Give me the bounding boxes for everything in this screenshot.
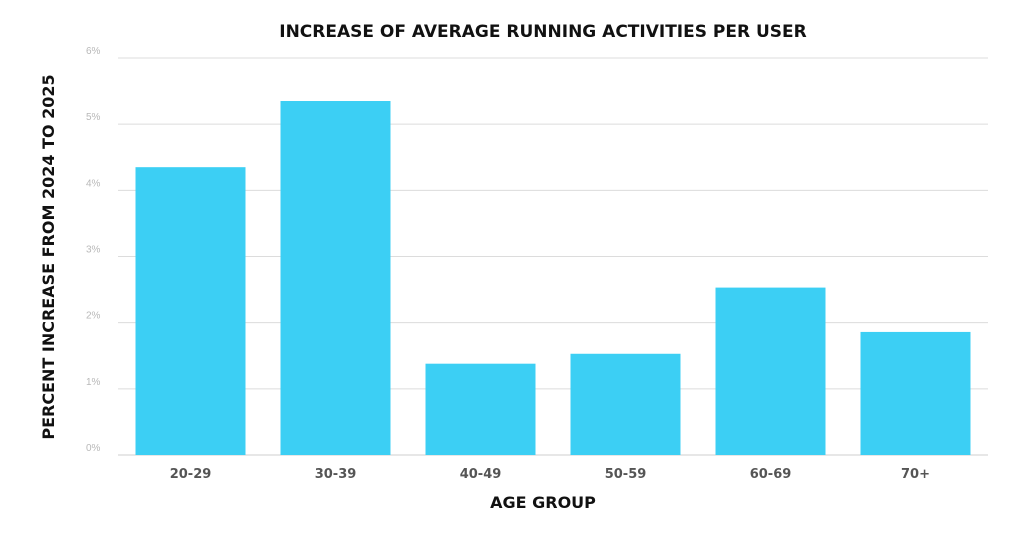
y-tick-label: 4% (86, 178, 101, 189)
y-axis-ticks: 0% 1% 2% 3% 4% 5% 6% (86, 46, 101, 454)
x-tick-label: 70+ (901, 467, 930, 482)
y-tick-label: 2% (86, 311, 101, 322)
bar-50-59 (570, 353, 681, 455)
bar-70+ (860, 331, 971, 455)
x-tick-label: 30-39 (315, 467, 357, 482)
x-axis-ticks: 20-29 30-39 40-49 50-59 60-69 70+ (170, 467, 930, 482)
y-tick-label: 1% (86, 377, 101, 388)
bar-40-49 (425, 363, 536, 455)
x-tick-label: 60-69 (750, 467, 792, 482)
bar-30-39 (280, 101, 391, 455)
bar-60-69 (715, 287, 826, 455)
x-tick-label: 20-29 (170, 467, 212, 482)
bar-20-29 (135, 167, 246, 456)
x-axis-title: AGE GROUP (490, 493, 596, 512)
y-tick-label: 6% (86, 46, 101, 57)
chart-title: INCREASE OF AVERAGE RUNNING ACTIVITIES P… (279, 22, 807, 42)
y-tick-label: 5% (86, 112, 101, 123)
x-tick-label: 40-49 (460, 467, 502, 482)
y-tick-label: 0% (86, 443, 101, 454)
y-axis-title: PERCENT INCREASE FROM 2024 TO 2025 (39, 74, 58, 439)
gridlines (118, 57, 988, 456)
bars (135, 101, 971, 456)
y-tick-label: 3% (86, 245, 101, 256)
x-tick-label: 50-59 (605, 467, 647, 482)
